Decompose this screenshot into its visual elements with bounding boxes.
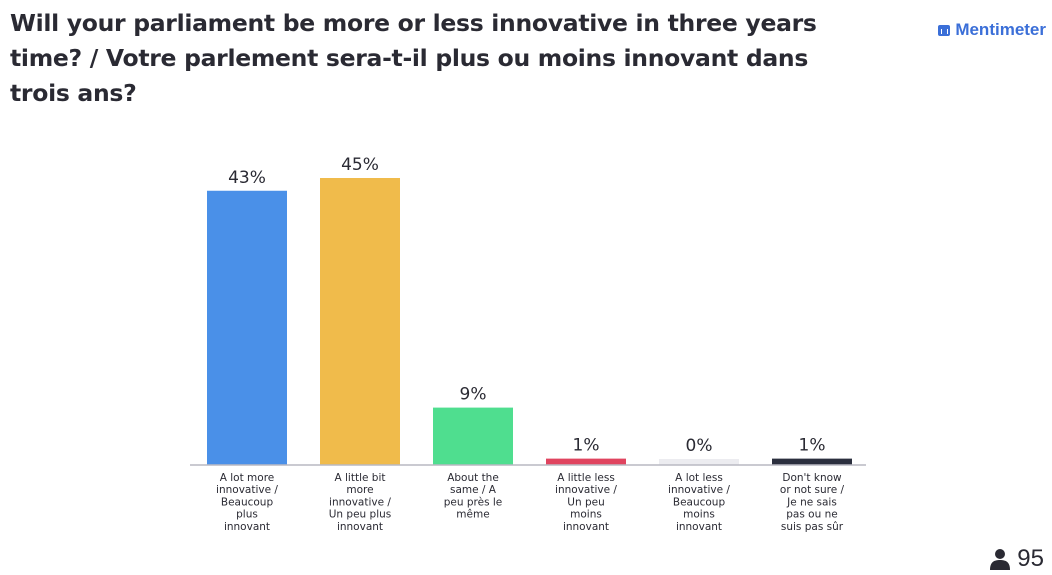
category-label: A little less innovative / Un peu moins inno…: [555, 472, 617, 533]
brand-name: Mentimeter: [955, 20, 1046, 39]
bar-0: [207, 190, 287, 465]
category-label-line: A little bit: [334, 472, 385, 484]
category-label-line: innovant: [563, 521, 609, 533]
category-label: A little bit more innovative / Un peu plus i…: [329, 472, 392, 533]
category-label-line: more: [346, 484, 373, 496]
category-label-line: innovant: [337, 521, 383, 533]
category-label-line: A lot more: [220, 472, 275, 484]
category-label-line: innovative /: [329, 496, 391, 508]
bar-value-label: 45%: [341, 155, 379, 175]
category-label-line: même: [456, 509, 489, 521]
category-label-line: Beaucoup: [221, 496, 274, 508]
category-label-line: pas ou ne: [786, 509, 837, 521]
participant-count-value: 95: [1017, 545, 1044, 572]
category-label-line: moins: [683, 509, 715, 521]
category-label-line: same / A: [450, 484, 497, 496]
bar-value-label: 1%: [573, 436, 600, 456]
category-label-line: A lot less: [675, 472, 723, 484]
category-label-line: Un peu: [567, 496, 604, 508]
bar-value-label: 1%: [799, 436, 826, 456]
bar-2: [433, 407, 513, 465]
category-label-line: innovative /: [555, 484, 617, 496]
category-label: A lot less innovative / Beaucoup moins innov…: [668, 472, 730, 533]
category-label-line: Un peu plus: [329, 509, 392, 521]
bar-5: [772, 458, 852, 465]
bar-value-label: 9%: [460, 385, 487, 405]
category-label-line: Don't know: [782, 472, 842, 484]
brand-logo: Mentimeter: [938, 20, 1046, 40]
category-label-line: moins: [570, 509, 602, 521]
category-label-line: innovant: [676, 521, 722, 533]
category-label-line: Beaucoup: [673, 496, 726, 508]
category-label: Don't know or not sure / Je ne sais pas ou …: [780, 472, 845, 533]
bar-1: [320, 178, 400, 465]
participant-count: 95: [989, 545, 1044, 573]
bar-value-label: 43%: [228, 168, 266, 188]
category-label-line: Je ne sais: [786, 496, 837, 508]
category-label-line: innovative /: [668, 484, 730, 496]
category-label-line: innovant: [224, 521, 270, 533]
bar-value-label: 0%: [686, 436, 713, 456]
category-label-line: suis pas sûr: [781, 521, 844, 533]
person-icon: [990, 549, 1011, 570]
category-label-line: or not sure /: [780, 484, 845, 496]
bar-4: [659, 459, 739, 465]
category-label: A lot more innovative / Beaucoup plus innova…: [216, 472, 278, 533]
category-label-line: A little less: [557, 472, 615, 484]
mentimeter-logo-icon: [938, 24, 951, 36]
category-label-line: plus: [236, 509, 258, 521]
category-label-line: About the: [447, 472, 499, 484]
bar-3: [546, 458, 626, 465]
page-title: Will your parliament be more or less inn…: [10, 9, 817, 107]
category-label-line: innovative /: [216, 484, 278, 496]
category-label-line: peu près le: [444, 496, 503, 508]
